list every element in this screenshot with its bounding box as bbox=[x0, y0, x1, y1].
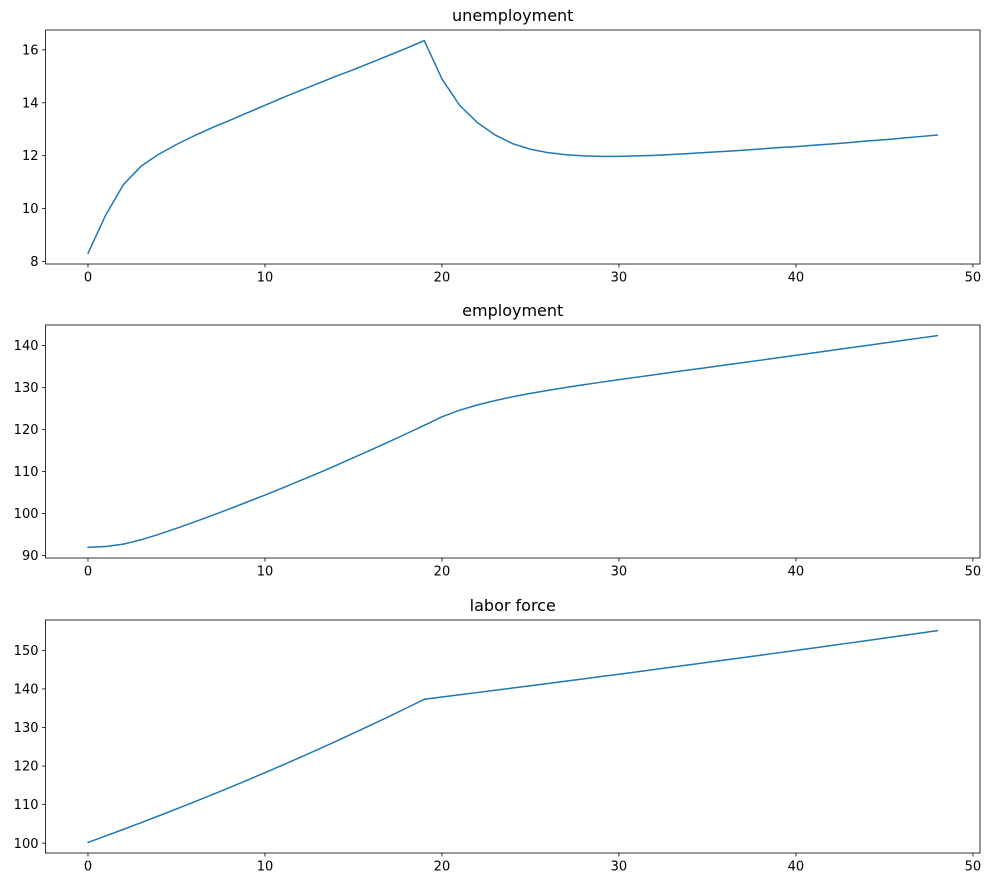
subplot-unemployment: 0 10 20 30 40 50 8 10 12 14 16 unemployment bbox=[22, 6, 981, 286]
x-tick-label: 40 bbox=[788, 565, 805, 580]
x-tick-label: 0 bbox=[84, 271, 92, 286]
y-tick-label: 100 bbox=[14, 507, 39, 522]
y-tick-label: 120 bbox=[14, 760, 39, 775]
y-tick-label: 150 bbox=[14, 644, 39, 659]
x-tick-label: 50 bbox=[965, 860, 982, 875]
y-tick-label: 10 bbox=[22, 202, 39, 217]
subplot-employment: 0 10 20 30 40 50 90 100 110 120 130 140 employment bbox=[14, 301, 982, 580]
y-tick-label: 140 bbox=[14, 339, 39, 354]
axes-frame bbox=[45, 29, 981, 265]
y-tick-label: 14 bbox=[22, 96, 39, 111]
plot-title-labor-force: labor force bbox=[470, 596, 556, 615]
y-tick-label: 130 bbox=[14, 721, 39, 736]
x-tick-label: 50 bbox=[965, 271, 982, 286]
y-tick-label: 100 bbox=[14, 837, 39, 852]
x-tick-label: 0 bbox=[84, 860, 92, 875]
y-tick-label: 110 bbox=[14, 465, 39, 480]
line-series-unemployment bbox=[87, 39, 939, 255]
y-tick-label: 90 bbox=[22, 549, 39, 564]
axes-frame bbox=[45, 324, 981, 559]
x-tick-label: 20 bbox=[434, 565, 451, 580]
y-tick-label: 110 bbox=[14, 798, 39, 813]
y-tick-label: 120 bbox=[14, 423, 39, 438]
axes-frame bbox=[45, 619, 981, 854]
x-tick-label: 50 bbox=[965, 565, 982, 580]
x-tick-label: 20 bbox=[434, 271, 451, 286]
subplot-labor-force: 0 10 20 30 40 50 100 110 120 130 140 150 labor force bbox=[14, 596, 982, 875]
plot-title-unemployment: unemployment bbox=[452, 6, 573, 25]
y-tick-label: 140 bbox=[14, 683, 39, 698]
x-tick-label: 40 bbox=[788, 271, 805, 286]
x-tick-label: 30 bbox=[611, 271, 628, 286]
y-tick-label: 16 bbox=[22, 43, 39, 58]
y-tick-label: 130 bbox=[14, 381, 39, 396]
x-tick-label: 10 bbox=[257, 565, 274, 580]
x-tick-label: 10 bbox=[257, 860, 274, 875]
y-tick-label: 8 bbox=[30, 255, 38, 270]
line-series-labor-force bbox=[87, 629, 939, 844]
x-tick-label: 30 bbox=[611, 860, 628, 875]
x-tick-label: 0 bbox=[84, 565, 92, 580]
line-series-employment bbox=[87, 334, 939, 549]
x-tick-label: 20 bbox=[434, 860, 451, 875]
plot-title-employment: employment bbox=[462, 301, 563, 320]
y-tick-label: 12 bbox=[22, 149, 39, 164]
x-tick-label: 10 bbox=[257, 271, 274, 286]
x-tick-label: 30 bbox=[611, 565, 628, 580]
x-tick-label: 40 bbox=[788, 860, 805, 875]
